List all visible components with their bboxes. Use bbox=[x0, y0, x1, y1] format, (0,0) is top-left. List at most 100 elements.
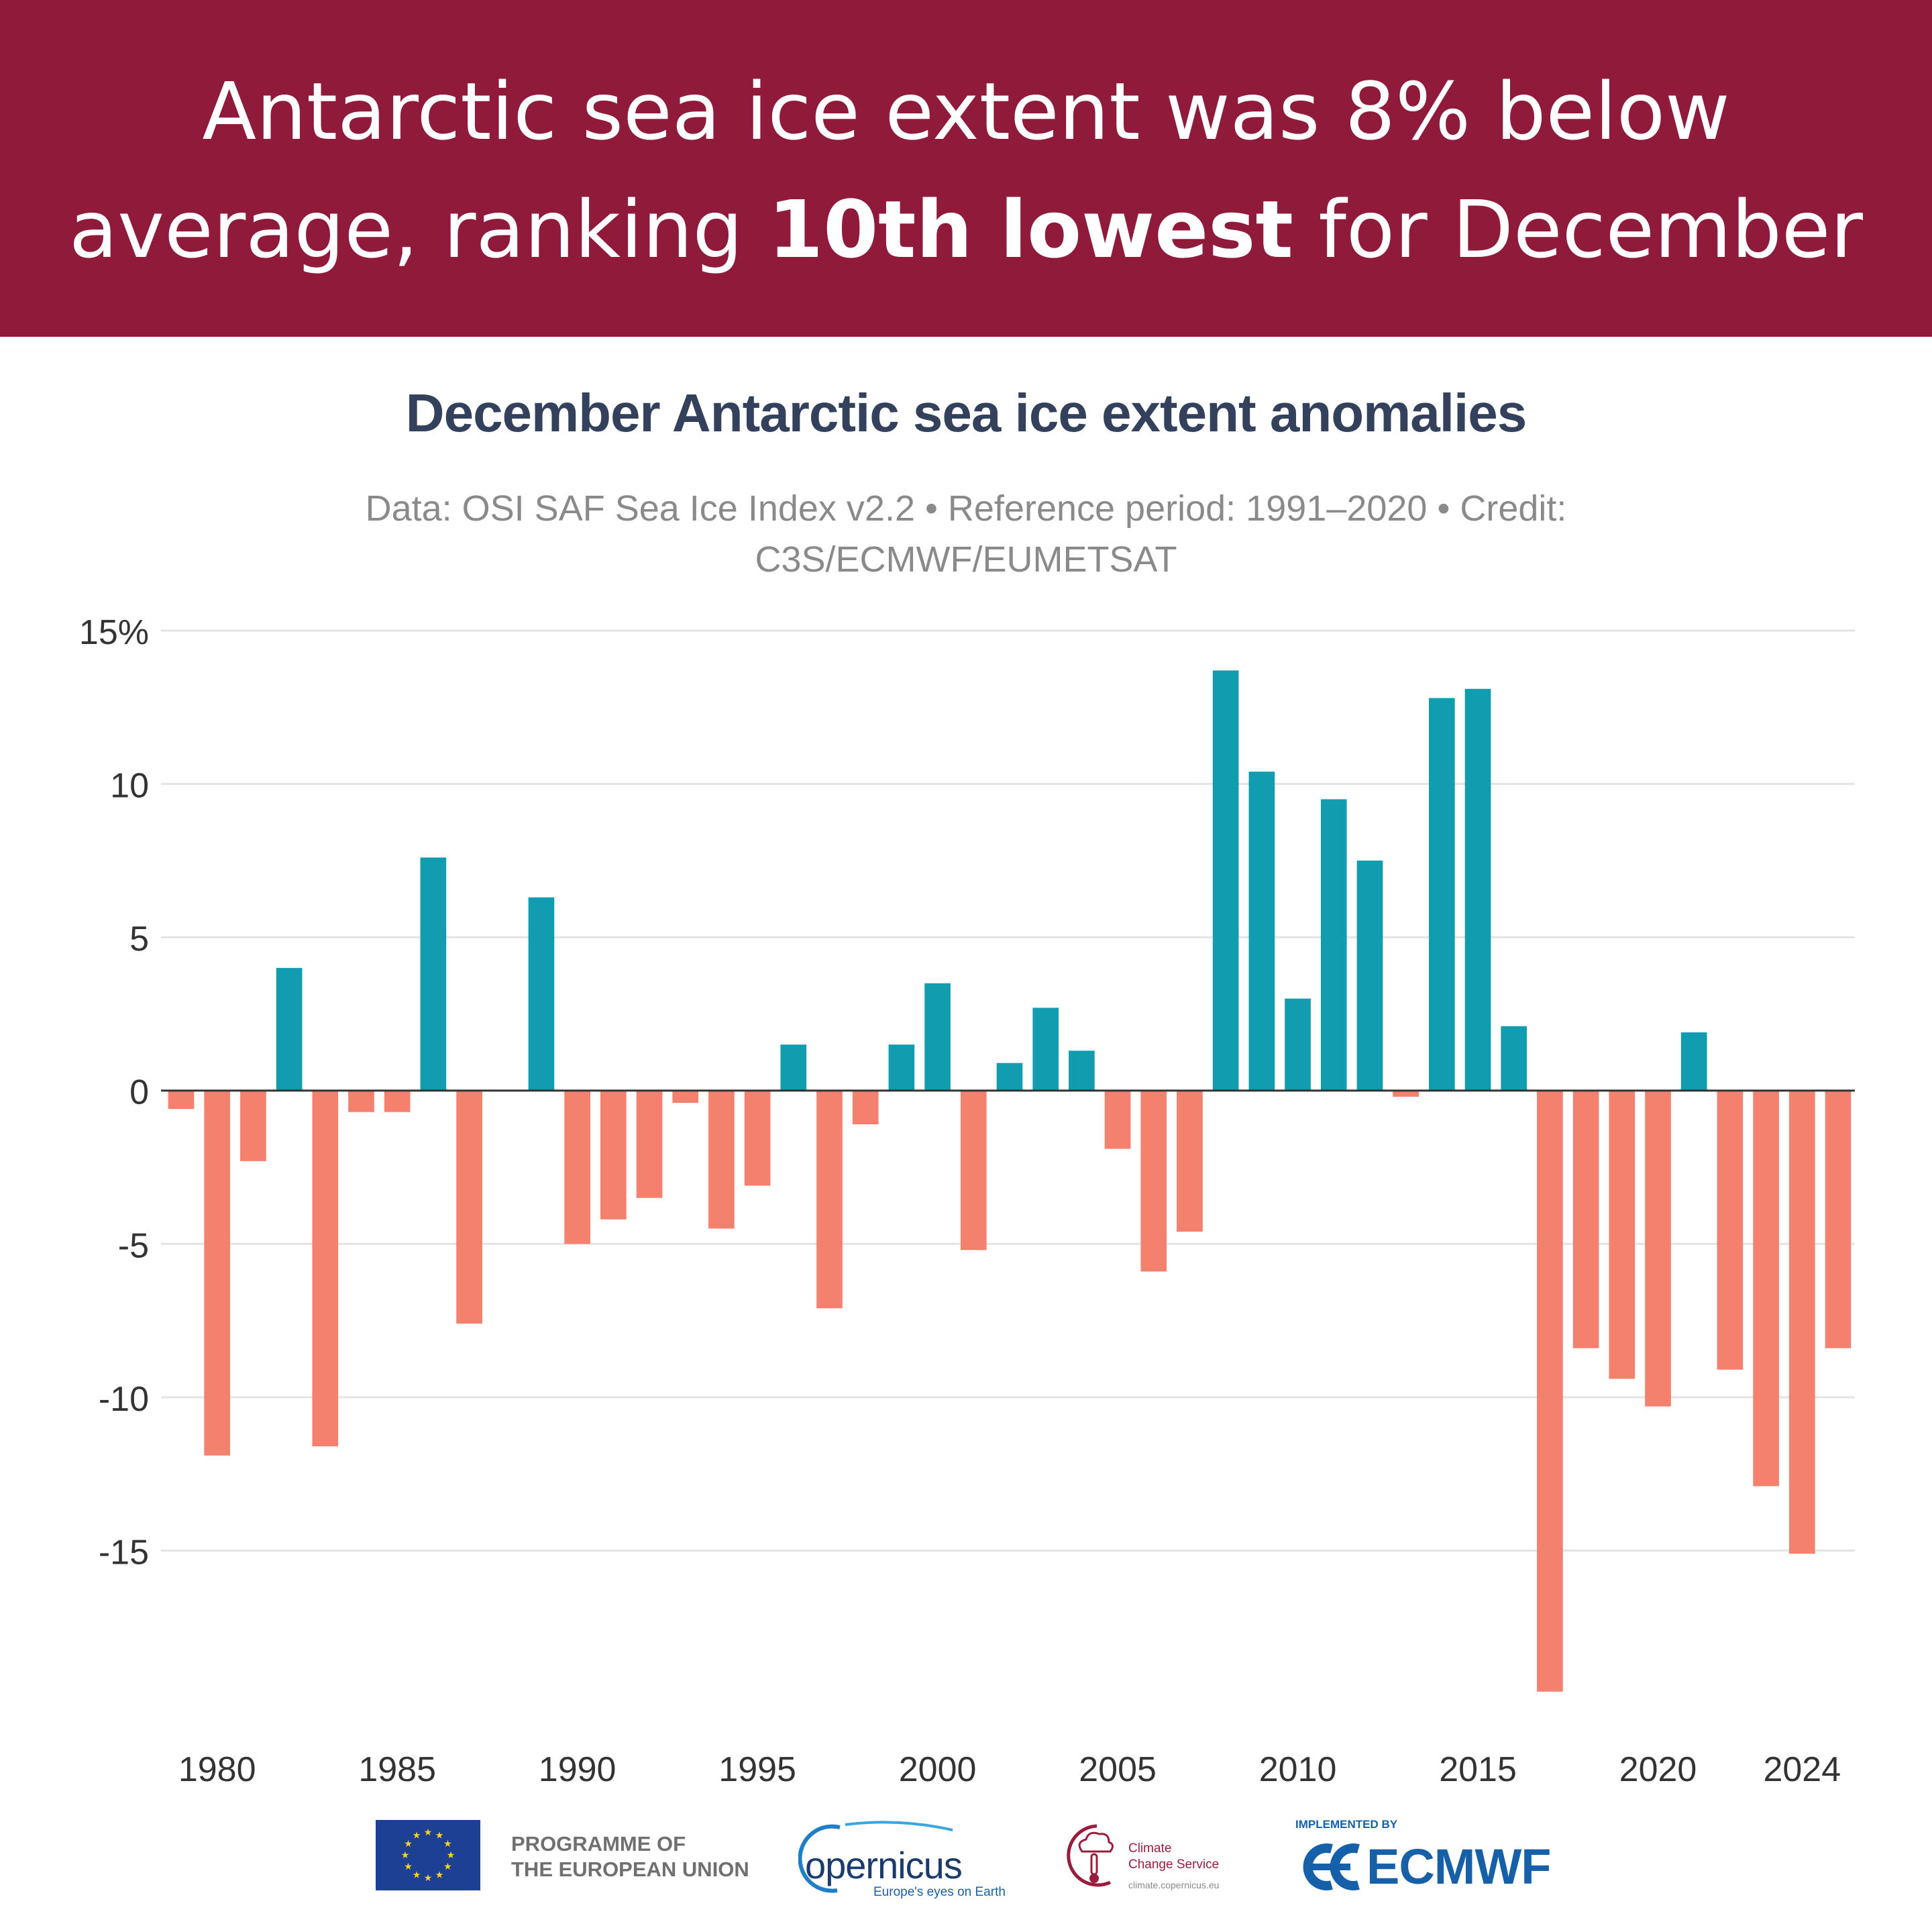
x-tick-label: 2010 bbox=[1259, 1750, 1337, 1789]
bar bbox=[456, 1090, 482, 1324]
eu-programme-text: PROGRAMME OF THE EUROPEAN UNION bbox=[511, 1831, 749, 1882]
bar-chart: 15% 10 5 0 -5 -10 -15 1980 1985 1990 1995 2000 2005 2… bbox=[79, 613, 1855, 1789]
headline-text-bold: 10th lowest bbox=[767, 183, 1293, 276]
x-tick-label: 1995 bbox=[718, 1750, 796, 1789]
y-tick-label: 15% bbox=[79, 613, 149, 652]
bar bbox=[1104, 1090, 1131, 1149]
ecmwf-logo: IMPLEMENTED BY ECMWF bbox=[1291, 1818, 1580, 1898]
bar bbox=[1069, 1051, 1095, 1091]
x-tick-label: 2024 bbox=[1763, 1750, 1841, 1789]
bar bbox=[204, 1090, 231, 1456]
bar bbox=[960, 1090, 987, 1250]
bar bbox=[1285, 998, 1311, 1091]
bar bbox=[1609, 1090, 1635, 1379]
copernicus-arc-icon bbox=[798, 1821, 953, 1893]
bar bbox=[924, 983, 951, 1091]
bar bbox=[636, 1090, 663, 1198]
eu-star-icon: ★ bbox=[404, 1862, 413, 1872]
eu-star-icon: ★ bbox=[404, 1839, 413, 1849]
bar bbox=[1140, 1090, 1167, 1272]
y-tick-label: -5 bbox=[118, 1226, 149, 1265]
bar bbox=[1572, 1090, 1599, 1348]
eu-star-icon: ★ bbox=[413, 1870, 421, 1880]
eu-star-icon: ★ bbox=[443, 1839, 452, 1849]
bar bbox=[1537, 1090, 1563, 1692]
eu-stars-icon: ★ ★★★★★★★★★★★ bbox=[401, 1827, 455, 1884]
eu-star-icon: ★ bbox=[447, 1850, 455, 1861]
bar bbox=[420, 857, 447, 1091]
bar bbox=[276, 967, 303, 1091]
c3s-thermometer-icon bbox=[1067, 1824, 1114, 1887]
bar bbox=[1248, 771, 1275, 1091]
headline-line-2: average, ranking 10th lowest for Decembe… bbox=[0, 170, 1932, 288]
bar bbox=[1320, 799, 1347, 1091]
bar bbox=[1788, 1090, 1815, 1554]
x-tick-label: 1990 bbox=[539, 1750, 616, 1789]
logo-strip: ★ ★ ★ ★ ★ ★ ★ ★ ★ ★ ★ ★ PROGRAMME OF THE EUROPEAN U… bbox=[0, 1811, 1932, 1925]
x-tick-label: 2015 bbox=[1439, 1750, 1517, 1789]
bar bbox=[348, 1090, 374, 1112]
eu-star-icon: ★ bbox=[401, 1850, 410, 1861]
bar bbox=[1429, 698, 1455, 1091]
bar bbox=[780, 1044, 807, 1091]
c3s-name-line-1: Climate bbox=[1128, 1841, 1172, 1856]
eu-star-icon: ★ bbox=[443, 1862, 452, 1872]
bar bbox=[852, 1090, 879, 1124]
x-tick-label: 1985 bbox=[358, 1750, 436, 1789]
bar bbox=[240, 1090, 266, 1161]
bar bbox=[996, 1063, 1023, 1091]
bar bbox=[816, 1090, 843, 1309]
c3s-url: climate.copernicus.eu bbox=[1128, 1880, 1220, 1890]
eu-star-icon: ★ bbox=[435, 1870, 444, 1880]
c3s-name-line-2: Change Service bbox=[1128, 1858, 1220, 1872]
eu-text-line-1: PROGRAMME OF bbox=[511, 1832, 686, 1856]
bar bbox=[1825, 1090, 1851, 1348]
bar bbox=[1645, 1090, 1671, 1407]
bar bbox=[312, 1090, 339, 1446]
eu-star-icon: ★ bbox=[424, 1873, 433, 1884]
eu-star-icon: ★ bbox=[413, 1831, 421, 1841]
y-tick-label: 0 bbox=[129, 1073, 149, 1112]
x-tick-label: 2005 bbox=[1079, 1750, 1157, 1789]
bar bbox=[1717, 1090, 1743, 1370]
headline-text-pre: average, ranking bbox=[68, 183, 768, 276]
x-tick-label: 2020 bbox=[1619, 1750, 1697, 1789]
y-tick-label: -10 bbox=[99, 1380, 149, 1419]
bar bbox=[1464, 688, 1491, 1091]
eu-star-icon: ★ bbox=[435, 1831, 444, 1841]
bar bbox=[1393, 1090, 1419, 1097]
ecmwf-implemented-by: IMPLEMENTED BY bbox=[1295, 1818, 1398, 1831]
bar bbox=[528, 897, 555, 1091]
c3s-name: Climate Change Service bbox=[1128, 1841, 1219, 1873]
bar bbox=[672, 1090, 699, 1103]
y-tick-label: 10 bbox=[110, 767, 149, 806]
bar bbox=[1032, 1008, 1059, 1091]
bar bbox=[384, 1090, 411, 1112]
x-tick-label: 2000 bbox=[899, 1750, 977, 1789]
chart-title: December Antarctic sea ice extent anomal… bbox=[405, 383, 1527, 443]
x-tick-label: 1980 bbox=[178, 1750, 256, 1789]
headline-banner: Antarctic sea ice extent was 8% below av… bbox=[0, 0, 1932, 337]
bar bbox=[600, 1090, 627, 1220]
copernicus-logo: opernicus Europe's eyes on Earth bbox=[798, 1818, 1013, 1899]
bar bbox=[1753, 1090, 1779, 1487]
c3s-logo: Climate Change Service climate.copernicu… bbox=[1057, 1818, 1258, 1898]
bar bbox=[1680, 1032, 1707, 1091]
bar bbox=[744, 1090, 771, 1186]
eu-text-line-2: THE EUROPEAN UNION bbox=[511, 1858, 749, 1881]
bar bbox=[564, 1090, 590, 1244]
eu-flag-icon: ★ ★ ★ ★ ★ ★ ★ ★ ★ ★ ★ ★ bbox=[376, 1820, 480, 1890]
eu-star-icon: ★ bbox=[424, 1827, 433, 1838]
ecmwf-wave-icon bbox=[1303, 1843, 1360, 1890]
headline-line-1: Antarctic sea ice extent was 8% below bbox=[202, 65, 1730, 158]
bar bbox=[1177, 1090, 1203, 1232]
bar bbox=[1356, 860, 1383, 1091]
chart-subtitle: Data: OSI SAF Sea Ice Index v2.2 • Refer… bbox=[365, 488, 1567, 580]
copernicus-wordmark: opernicus bbox=[805, 1844, 963, 1886]
copernicus-tagline: Europe's eyes on Earth bbox=[873, 1885, 1006, 1899]
bar bbox=[708, 1090, 735, 1229]
headline-text-post: for December bbox=[1293, 183, 1864, 276]
y-tick-label: -15 bbox=[99, 1533, 149, 1572]
bar bbox=[168, 1090, 195, 1110]
y-tick-label: 5 bbox=[129, 920, 149, 959]
